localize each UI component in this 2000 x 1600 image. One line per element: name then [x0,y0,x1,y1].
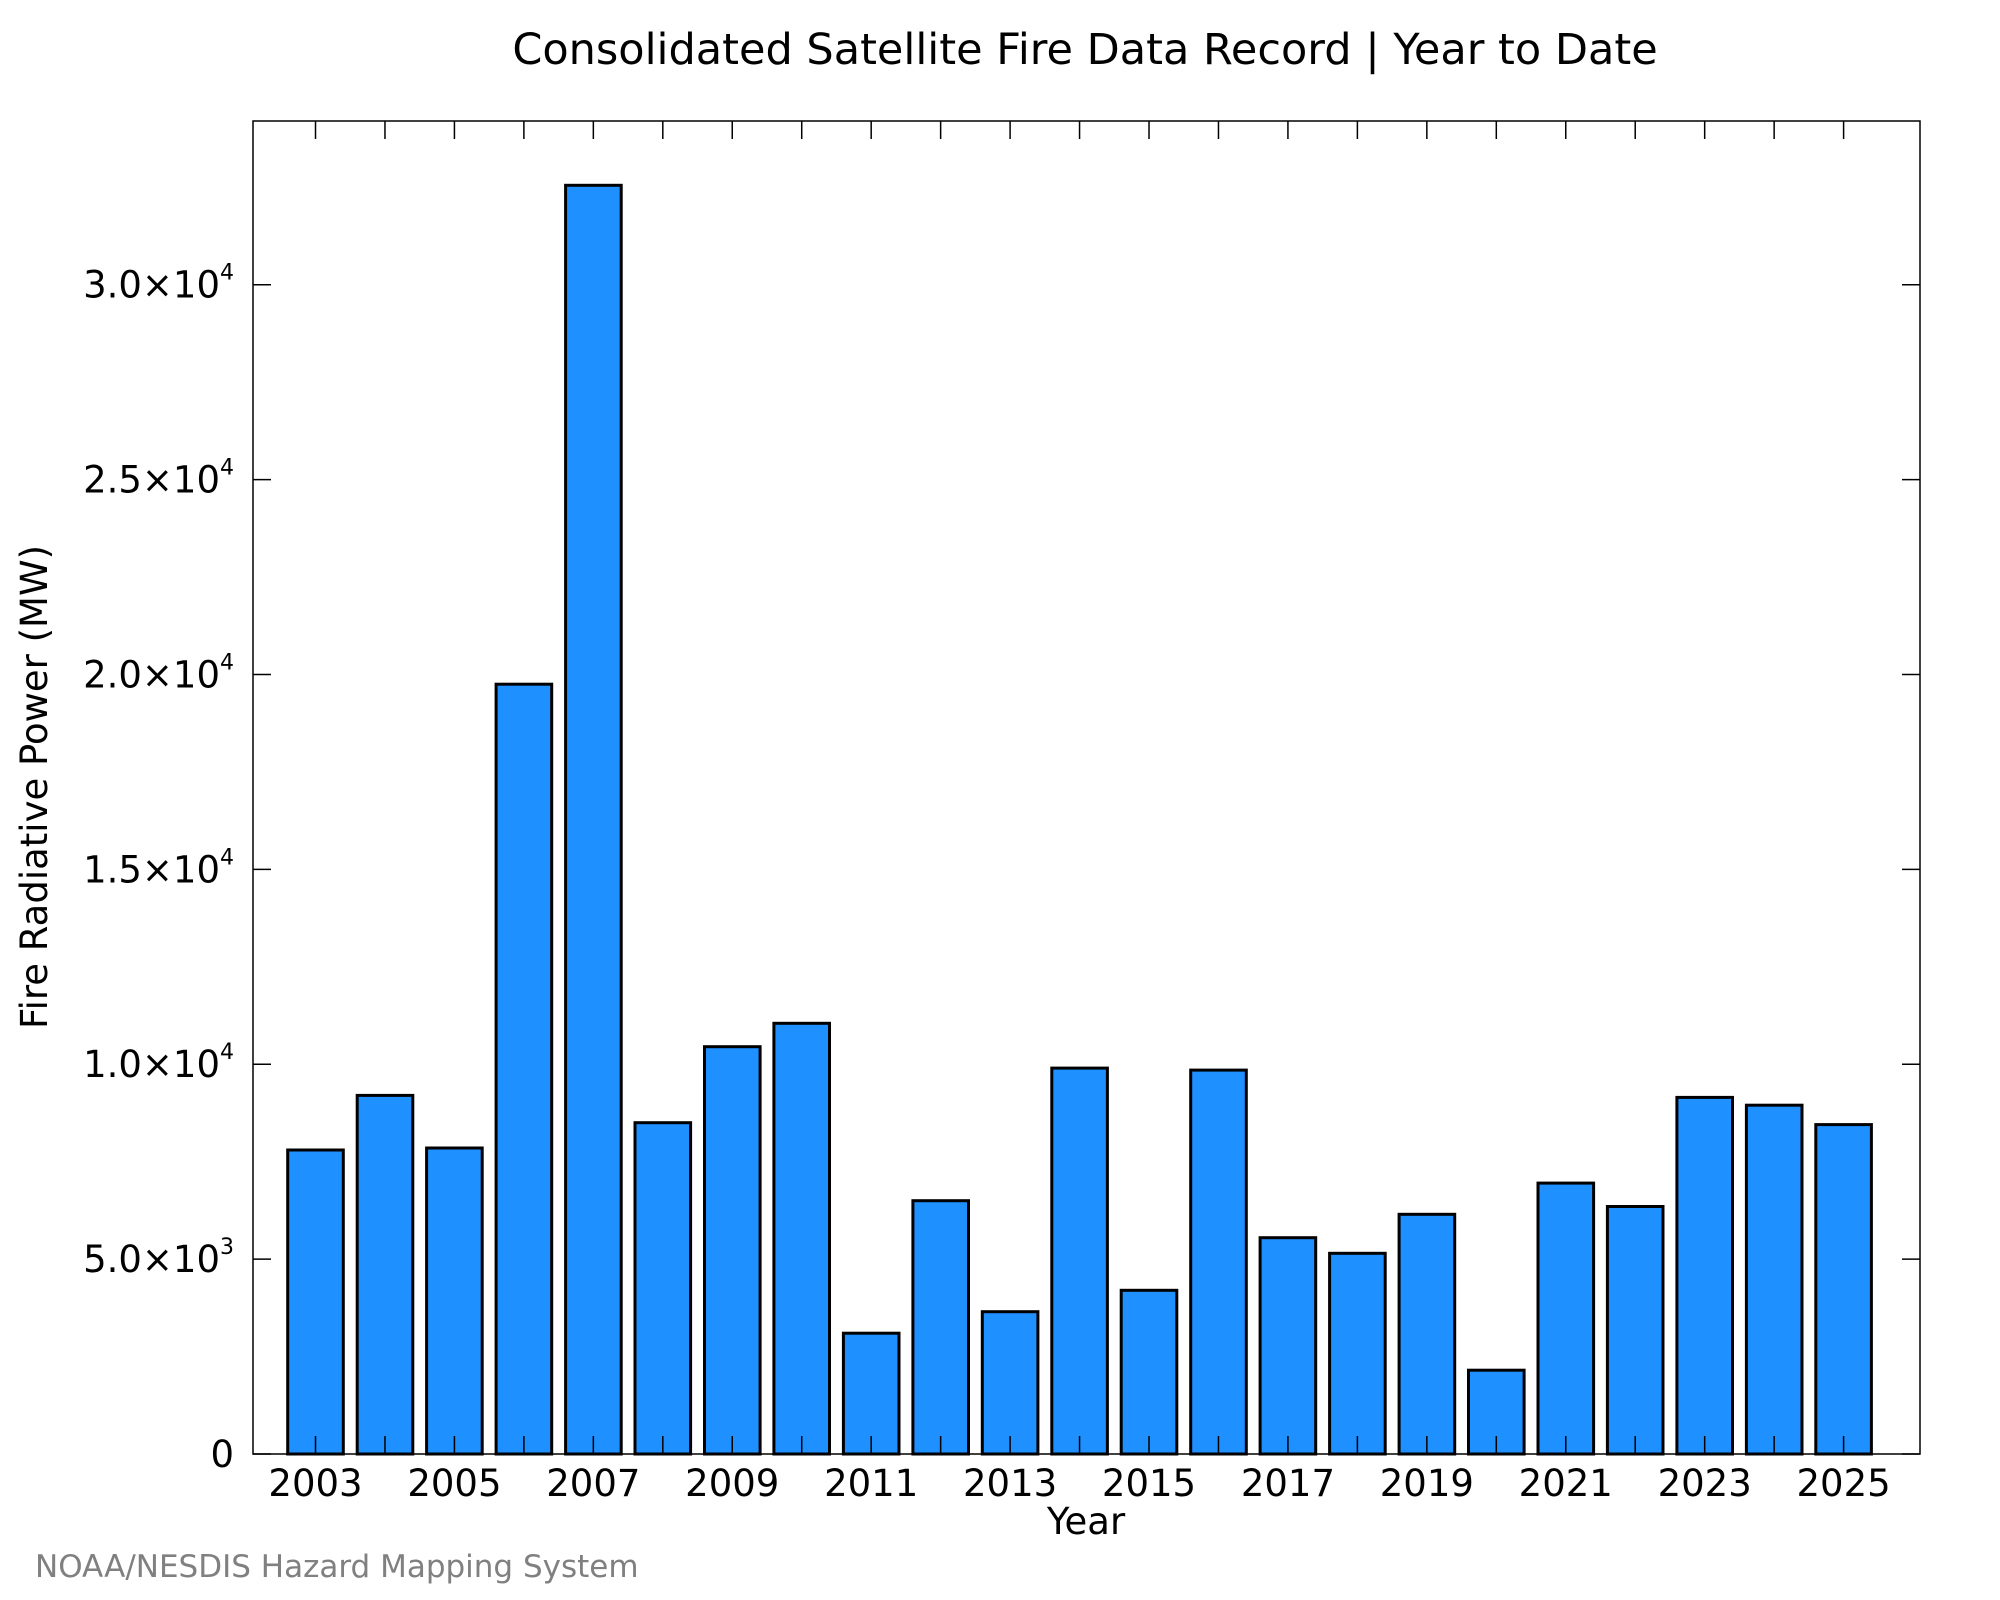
bar-2014 [1050,1066,1109,1456]
x-tick-label: 2017 [1241,1462,1335,1505]
y-axis-label: Fire Radiative Power (MW) [13,545,56,1029]
bar-2021 [1536,1181,1596,1456]
plot-frame [252,120,1921,1455]
y-tick-label: 1.0×104 [83,1040,234,1086]
y-tick-label: 3.0×104 [83,261,234,307]
bar-2009 [703,1045,762,1456]
bar-2013 [980,1310,1040,1456]
bar-2006 [494,682,554,1456]
x-tick-label: 2025 [1797,1462,1891,1505]
bar-2008 [633,1121,693,1456]
bar-2019 [1397,1212,1457,1456]
y-tick-label: 1.5×104 [83,845,234,891]
x-tick-label: 2007 [546,1462,640,1505]
x-tick-label: 2013 [963,1462,1057,1505]
bar-2022 [1605,1205,1665,1456]
bar-2011 [841,1331,901,1456]
x-tick-label: 2015 [1102,1462,1196,1505]
plot-bars [286,183,1873,1456]
x-tick-label: 2003 [268,1462,362,1505]
bar-2018 [1328,1251,1387,1456]
x-tick-label: 2023 [1658,1462,1752,1505]
bar-2010 [772,1021,832,1456]
x-axis-label: Year [1046,1500,1126,1543]
y-tick-label: 0 [210,1433,234,1476]
x-tick-label: 2005 [407,1462,501,1505]
bar-2012 [911,1199,971,1456]
y-tick-label: 2.5×104 [83,456,234,502]
bar-2024 [1744,1103,1804,1456]
x-tick-label: 2009 [685,1462,779,1505]
bar-2016 [1189,1068,1248,1456]
bar-2004 [355,1093,415,1456]
bar-2017 [1258,1236,1318,1456]
x-axis: 2003 2005 2007 2009 2011 2013 2015 2017 2019 2021… [268,121,1891,1505]
y-axis: 0 5.0×103 1.0×104 1.5×104 2.0×104 2.5×104 3.0×… [83,261,1920,1476]
bar-2025 [1814,1123,1873,1456]
chart-title: Consolidated Satellite Fire Data Record … [512,25,1657,75]
x-tick-label: 2019 [1380,1462,1474,1505]
y-tick-label: 5.0×103 [83,1235,234,1281]
y-tick-label: 2.0×104 [83,650,234,696]
bar-2015 [1119,1288,1179,1456]
bar-2003 [286,1148,345,1456]
source-credit: NOAA/NESDIS Hazard Mapping System [35,1549,639,1585]
bar-2005 [425,1146,484,1456]
bar-2007 [564,183,623,1456]
bar-2023 [1675,1095,1735,1456]
x-tick-label: 2011 [824,1462,918,1505]
x-tick-label: 2021 [1519,1462,1613,1505]
